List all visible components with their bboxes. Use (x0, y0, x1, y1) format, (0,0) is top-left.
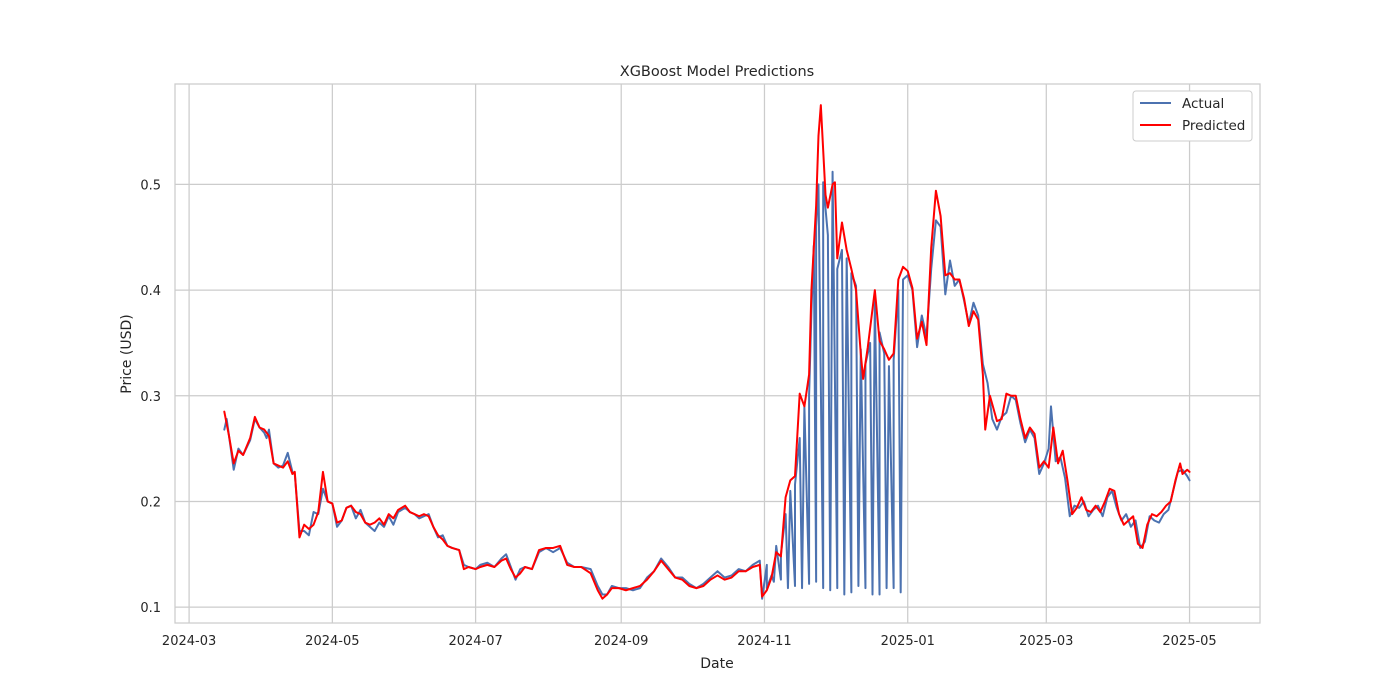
plot-frame (174, 83, 1261, 624)
series-layer (223, 104, 1191, 600)
x-tick-label: 2025-01 (881, 634, 935, 649)
x-tick-labels: 2024-03 2024-05 2024-07 2024-09 2024-11 2025-… (162, 634, 1217, 649)
y-axis-label: Price (USD) (119, 314, 135, 393)
y-tick-label: 0.1 (140, 601, 161, 616)
x-tick-label: 2024-11 (737, 634, 791, 649)
x-tick-label: 2024-09 (594, 634, 648, 649)
y-tick-label: 0.5 (140, 178, 161, 193)
y-tick-labels: 0.1 0.2 0.3 0.4 0.5 (140, 178, 161, 616)
x-tick-label: 2024-05 (305, 634, 359, 649)
chart-title: XGBoost Model Predictions (620, 64, 814, 80)
x-axis-label: Date (700, 656, 733, 672)
legend-label-actual: Actual (1182, 96, 1224, 112)
legend: Actual Predicted (1132, 90, 1253, 142)
y-tick-label: 0.2 (140, 495, 161, 510)
x-tick-label: 2025-03 (1019, 634, 1073, 649)
legend-label-predicted: Predicted (1182, 118, 1245, 134)
y-tick-label: 0.4 (140, 284, 161, 299)
series-line-predicted (223, 104, 1191, 600)
series-line-actual (223, 170, 1191, 600)
x-tick-label: 2024-03 (162, 634, 216, 649)
y-tick-label: 0.3 (140, 390, 161, 405)
x-tick-label: 2025-05 (1162, 634, 1216, 649)
x-tick-label: 2024-07 (448, 634, 502, 649)
